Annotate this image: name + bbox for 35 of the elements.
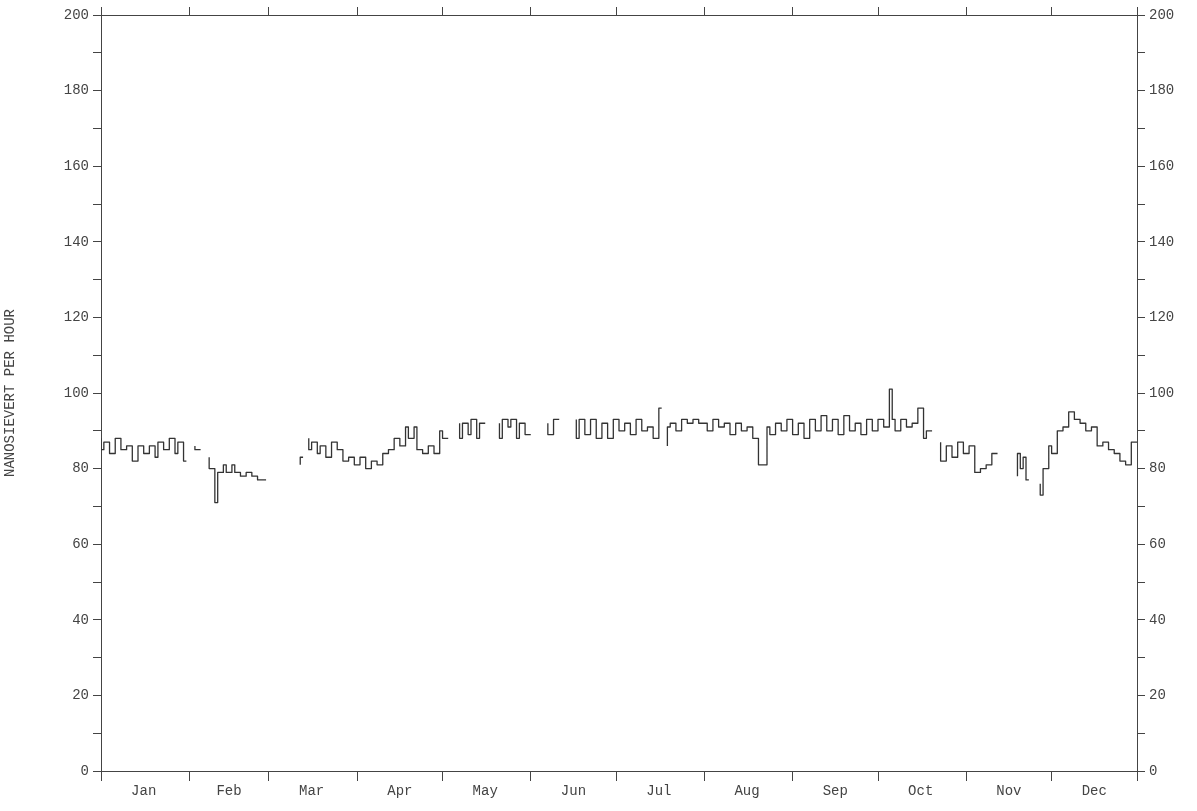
x-tick-label: Apr (387, 783, 413, 800)
x-tick-label: Oct (908, 783, 934, 800)
x-tick-label: May (472, 783, 498, 800)
y-tick-label: 200 (63, 6, 89, 23)
y-tick-label: 180 (63, 82, 89, 99)
y2-tick-label: 60 (1149, 535, 1166, 552)
y-tick-label: 120 (63, 309, 89, 326)
y2-tick-label: 20 (1149, 687, 1166, 704)
y-tick-label: 40 (72, 611, 89, 628)
y-tick-label: 60 (72, 535, 89, 552)
x-tick-label: Jun (560, 783, 587, 800)
y-tick-label: 0 (80, 762, 89, 779)
y-tick-label: 140 (63, 233, 89, 250)
y-tick-label: 80 (72, 460, 89, 477)
y-tick-label: 100 (63, 384, 89, 401)
x-tick-label: Sep (822, 783, 848, 800)
y2-tick-label: 140 (1149, 233, 1175, 250)
x-tick-label: Nov (996, 783, 1022, 800)
x-tick-label: Aug (734, 783, 760, 800)
y2-tick-label: 180 (1149, 82, 1175, 99)
x-tick-label: Dec (1081, 783, 1107, 800)
y2-tick-label: 120 (1149, 309, 1175, 326)
y-axis-title: NANOSIEVERT PER HOUR (2, 308, 19, 478)
y2-tick-label: 200 (1149, 6, 1175, 23)
y-tick-label: 160 (63, 157, 89, 174)
x-tick-label: Jul (646, 783, 672, 800)
y2-tick-label: 40 (1149, 611, 1166, 628)
x-tick-label: Feb (216, 783, 242, 800)
y-tick-label: 20 (72, 687, 89, 704)
y2-tick-label: 160 (1149, 157, 1175, 174)
x-tick-label: Mar (299, 783, 325, 800)
x-tick-label: Jan (131, 783, 157, 800)
y2-tick-label: 80 (1149, 460, 1166, 477)
y2-tick-label: 0 (1149, 762, 1158, 779)
y2-tick-label: 100 (1149, 384, 1175, 401)
